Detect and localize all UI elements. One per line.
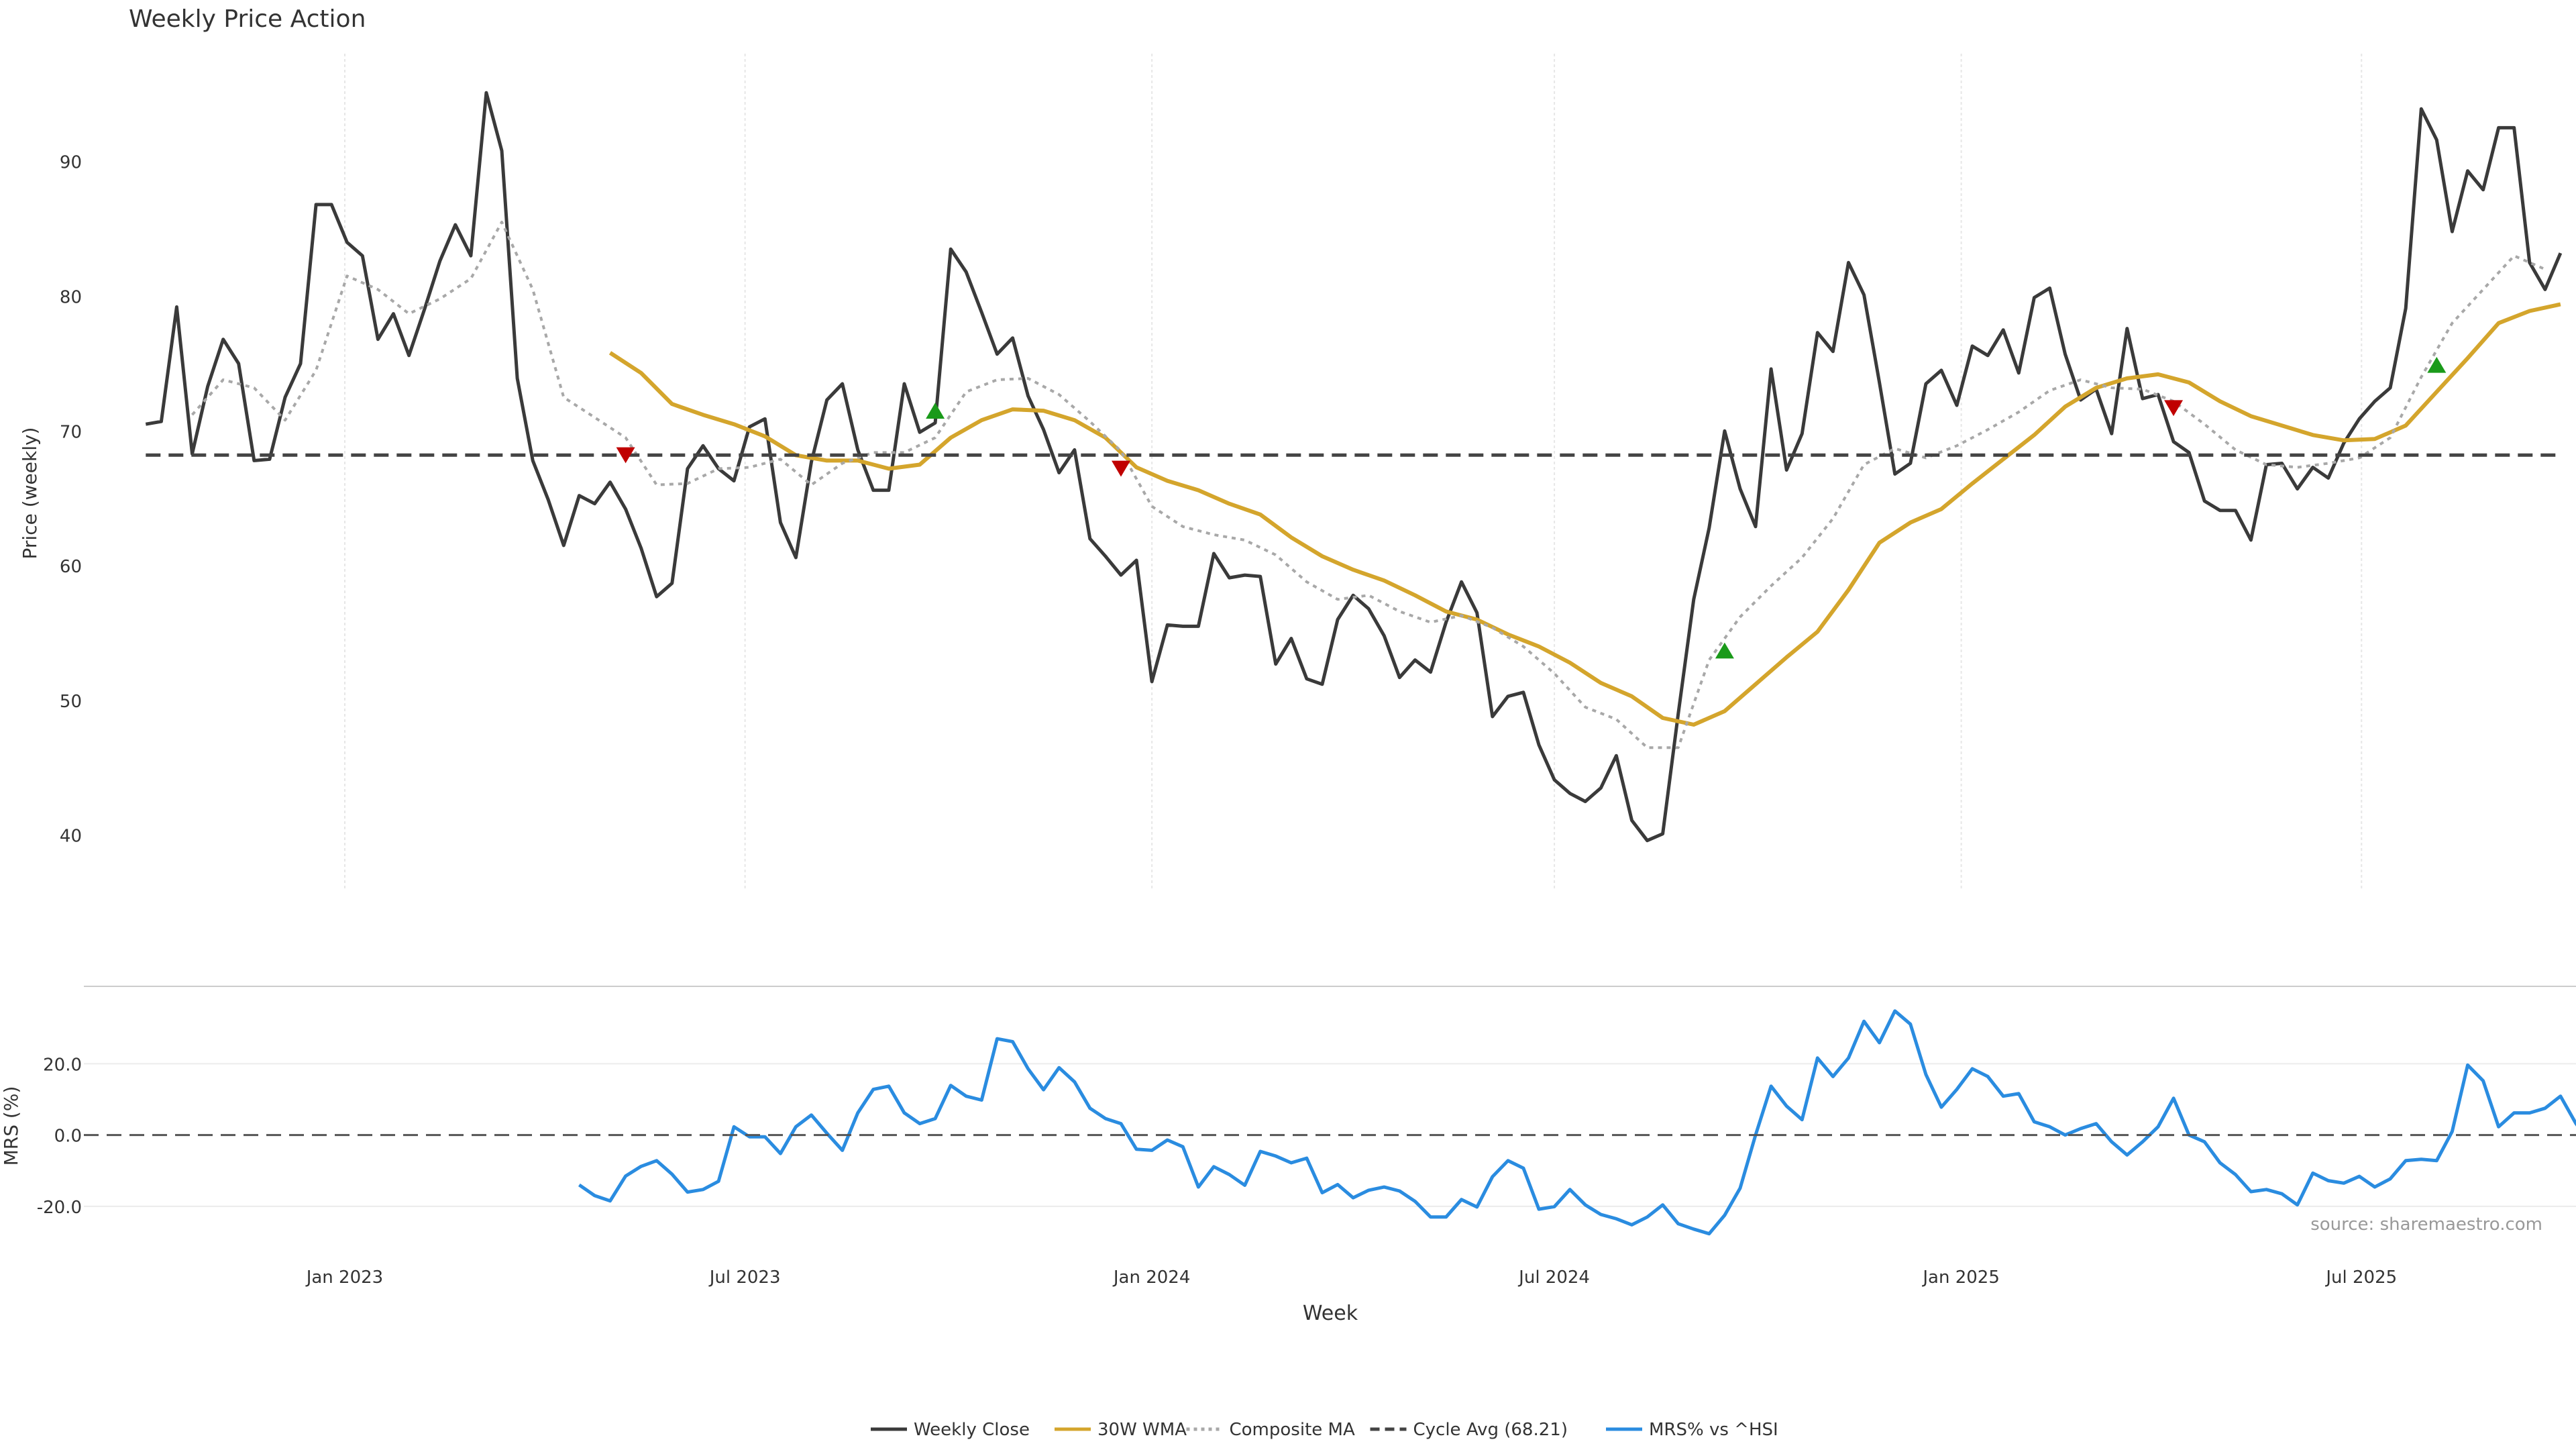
price-y-tick-label: 50 xyxy=(60,692,82,712)
price-y-tick-label: 60 xyxy=(60,557,82,577)
buy-signal-marker xyxy=(926,403,945,419)
sell-signal-marker xyxy=(1111,460,1130,477)
mrs-y-tick-label: 20.0 xyxy=(43,1055,82,1075)
mrs-y-ticks: -20.0 0.0 20.0 xyxy=(37,1055,82,1218)
legend: Weekly Close 30W WMA Composite MA Cycle Avg… xyxy=(871,1420,1778,1440)
price-y-axis-label: Price (weekly) xyxy=(19,427,41,560)
mrs-y-tick-label: 0.0 xyxy=(54,1127,82,1147)
price-panel: 40 50 60 70 80 90 Price (weekly) xyxy=(19,54,2563,889)
buy-signal-marker xyxy=(1715,642,1734,659)
mrs-series-line xyxy=(578,1009,2576,1236)
price-y-tick-label: 70 xyxy=(60,422,82,442)
price-series xyxy=(145,91,2563,843)
legend-item-label: Weekly Close xyxy=(914,1420,1030,1440)
x-axis-ticks: Jan 2023 Jul 2023 Jan 2024 Jul 2024 Jan 2025… xyxy=(305,1267,2397,1288)
price-series-line xyxy=(608,302,2561,727)
x-tick-label: Jul 2024 xyxy=(1517,1267,1590,1288)
x-tick-label: Jan 2025 xyxy=(1921,1267,2000,1288)
price-y-ticks: 40 50 60 70 80 90 xyxy=(60,153,82,847)
legend-item-label: Composite MA xyxy=(1230,1420,1355,1440)
mrs-series xyxy=(84,1009,2576,1236)
mrs-panel: -20.0 0.0 20.0 MRS (%) source: sharemaestr… xyxy=(0,1009,2576,1236)
sell-signal-marker xyxy=(616,447,635,464)
mrs-y-tick-label: -20.0 xyxy=(37,1198,82,1218)
x-tick-label: Jul 2023 xyxy=(708,1267,781,1288)
price-series-line xyxy=(191,221,2546,749)
legend-item-label: MRS% vs ^HSI xyxy=(1649,1420,1778,1440)
price-grid xyxy=(343,54,2363,889)
mrs-grid xyxy=(84,1063,2576,1207)
legend-item-label: Cycle Avg (68.21) xyxy=(1413,1420,1568,1440)
legend-item-label: 30W WMA xyxy=(1097,1420,1187,1440)
x-tick-label: Jan 2024 xyxy=(1112,1267,1191,1288)
x-tick-label: Jan 2023 xyxy=(305,1267,384,1288)
mrs-y-axis-label: MRS (%) xyxy=(0,1086,22,1166)
signal-markers xyxy=(616,356,2447,659)
buy-signal-marker xyxy=(2427,356,2447,373)
price-y-tick-label: 90 xyxy=(60,153,82,173)
sell-signal-marker xyxy=(2164,400,2184,417)
price-y-tick-label: 40 xyxy=(60,827,82,847)
x-tick-label: Jul 2025 xyxy=(2324,1267,2397,1288)
x-axis-label: Week xyxy=(1303,1302,1358,1325)
source-watermark: source: sharemaestro.com xyxy=(2310,1214,2542,1235)
chart-title: Weekly Price Action xyxy=(129,5,366,33)
price-series-line xyxy=(145,91,2563,843)
price-y-tick-label: 80 xyxy=(60,287,82,307)
